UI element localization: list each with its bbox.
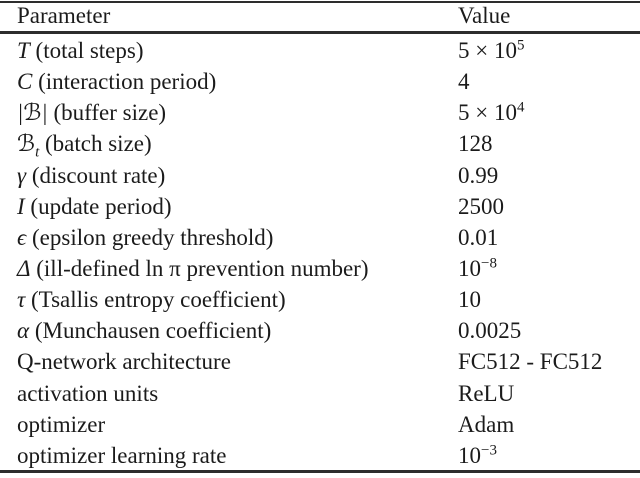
param-symbol: τ — [17, 287, 26, 313]
top-rule — [0, 1, 640, 3]
value-text: 10 — [458, 287, 481, 313]
param-symbol: Δ — [17, 255, 31, 281]
value-text: 0.01 — [458, 224, 499, 250]
table-row: activation units ReLU — [0, 378, 640, 409]
param-description: (epsilon greedy threshold) — [26, 224, 274, 250]
value-cell: 5 × 105 — [458, 35, 524, 66]
value-cell: 10−3 — [458, 440, 497, 471]
param-description: (interaction period) — [32, 69, 217, 95]
param-description: (ill-defined ln π prevention number) — [30, 255, 369, 281]
param-symbol: I — [17, 193, 25, 219]
table-row: optimizer learning rate 10−3 — [0, 440, 640, 471]
column-header-parameter: Parameter — [17, 3, 111, 28]
header-rule — [0, 31, 640, 34]
param-symbol: α — [17, 318, 30, 344]
value-text: Adam — [458, 411, 515, 437]
table-row: τ (Tsallis entropy coefficient) 10 — [0, 284, 640, 315]
param-description: (batch size) — [39, 131, 152, 157]
param-description: (Munchausen coefficient) — [29, 318, 272, 344]
value-text: 5 × 10 — [458, 38, 517, 63]
param-description: (Tsallis entropy coefficient) — [25, 287, 286, 313]
param-description: Q-network architecture — [17, 349, 231, 375]
value-superscript: −3 — [481, 442, 497, 459]
table-body: T (total steps) 5 × 105 C (interaction p… — [0, 35, 640, 471]
value-superscript: −8 — [481, 255, 497, 272]
param-description: (buffer size) — [47, 100, 167, 126]
table-header-row: Parameter Value — [0, 0, 640, 31]
table-row: Δ (ill-defined ln π prevention number) 1… — [0, 253, 640, 284]
param-symbol: ϵ — [17, 224, 27, 250]
table-row: I (update period) 2500 — [0, 191, 640, 222]
value-text: 2500 — [458, 193, 504, 219]
param-cell: optimizer — [17, 409, 105, 440]
param-description: (discount rate) — [26, 162, 166, 188]
param-cell: |ℬ| (buffer size) — [17, 97, 166, 128]
param-description: (total steps) — [29, 38, 144, 63]
value-text: FC512 - FC512 — [458, 349, 603, 375]
value-cell: ReLU — [458, 378, 514, 409]
value-cell: 0.01 — [458, 222, 498, 253]
param-subscript: t — [35, 145, 40, 162]
column-header-value: Value — [458, 3, 511, 28]
value-cell: FC512 - FC512 — [458, 346, 602, 377]
value-cell: 0.99 — [458, 160, 498, 191]
table-row: C (interaction period) 4 — [0, 66, 640, 97]
table-row: T (total steps) 5 × 105 — [0, 35, 640, 66]
value-cell: 10 — [458, 284, 481, 315]
table-row: ϵ (epsilon greedy threshold) 0.01 — [0, 222, 640, 253]
param-cell: T (total steps) — [17, 35, 144, 66]
value-cell: Adam — [458, 409, 514, 440]
value-cell: 128 — [458, 128, 493, 159]
param-cell: τ (Tsallis entropy coefficient) — [17, 284, 286, 315]
param-symbol: ℬ — [17, 131, 36, 157]
param-description: optimizer learning rate — [17, 442, 227, 468]
value-text: 0.99 — [458, 162, 499, 188]
param-symbol: T — [17, 38, 30, 63]
param-cell: I (update period) — [17, 191, 172, 222]
value-text: 10 — [458, 442, 481, 468]
param-symbol: |ℬ| — [17, 100, 48, 126]
param-cell: γ (discount rate) — [17, 160, 165, 191]
param-cell: ℬt (batch size) — [17, 128, 152, 162]
param-cell: Q-network architecture — [17, 346, 231, 377]
table-row: |ℬ| (buffer size) 5 × 104 — [0, 97, 640, 128]
param-cell: Δ (ill-defined ln π prevention number) — [17, 253, 368, 284]
value-cell: 4 — [458, 66, 470, 97]
table-row: γ (discount rate) 0.99 — [0, 160, 640, 191]
param-cell: C (interaction period) — [17, 66, 216, 97]
value-superscript: 5 — [516, 37, 525, 54]
param-cell: ϵ (epsilon greedy threshold) — [17, 222, 273, 253]
value-text: 5 × 10 — [458, 100, 517, 126]
value-cell: 10−8 — [458, 253, 497, 284]
value-superscript: 4 — [516, 99, 525, 116]
value-text: 0.0025 — [458, 318, 522, 344]
table-row: optimizer Adam — [0, 409, 640, 440]
table-row: Q-network architecture FC512 - FC512 — [0, 346, 640, 377]
param-description: activation units — [17, 380, 159, 406]
table-row: α (Munchausen coefficient) 0.0025 — [0, 315, 640, 346]
param-cell: optimizer learning rate — [17, 440, 226, 471]
value-cell: 2500 — [458, 191, 504, 222]
param-description: (update period) — [24, 193, 172, 219]
value-text: ReLU — [458, 380, 515, 406]
value-cell: 5 × 104 — [458, 97, 524, 128]
param-cell: activation units — [17, 378, 158, 409]
param-cell: α (Munchausen coefficient) — [17, 315, 271, 346]
value-cell: 0.0025 — [458, 315, 521, 346]
param-description: optimizer — [17, 411, 106, 437]
value-text: 4 — [458, 69, 470, 95]
value-text: 10 — [458, 255, 481, 281]
value-text: 128 — [458, 131, 493, 157]
param-symbol: C — [17, 69, 33, 95]
bottom-rule — [0, 470, 640, 473]
table-row: ℬt (batch size) 128 — [0, 128, 640, 162]
param-symbol: γ — [17, 162, 27, 188]
